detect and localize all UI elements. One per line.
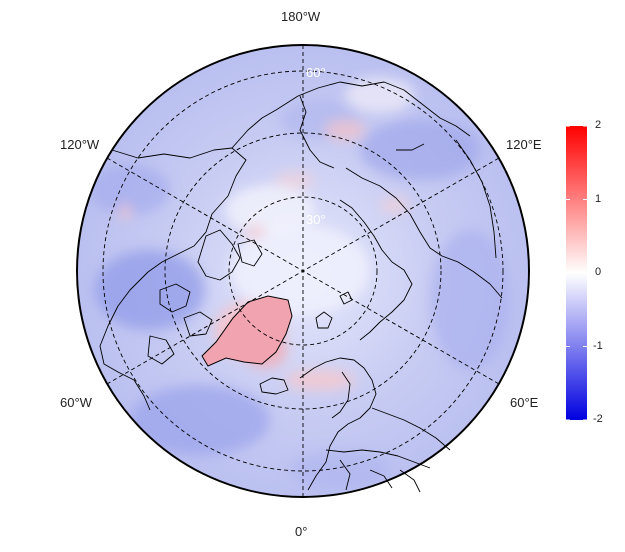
colorbar-tick-0: 0 [595,266,602,278]
latitude-circle [102,70,504,472]
lon-label-120w: 120°W [60,137,100,152]
lat-label-30: 30° [306,212,326,227]
colorbar-tick-neg2: -2 [593,413,603,425]
colorbar-gradient [566,126,587,420]
map-boundary [76,44,530,498]
lon-label-0: 0° [295,524,308,539]
graticule [102,45,504,497]
lon-label-60e: 60°E [510,395,539,410]
colorbar-tick-1: 1 [595,193,602,205]
meridian-60w-120e [106,157,500,385]
lon-label-60w: 60°W [60,395,92,410]
lon-label-180w: 180°W [281,9,321,24]
greenland-landmass [201,295,293,367]
colorbar [566,125,587,421]
lat-label-60: 60° [306,65,326,80]
latitude-circle [228,196,378,346]
latitude-circle [164,132,442,410]
colorbar-tick-neg1: -1 [593,340,603,352]
colorbar-tick-2: 2 [595,119,602,131]
lon-label-120e: 120°E [506,137,542,152]
coastlines [99,81,503,493]
